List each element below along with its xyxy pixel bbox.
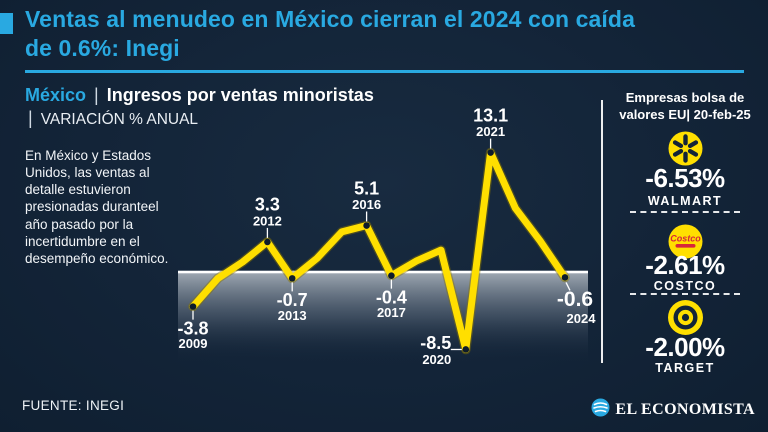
panel-title-line2: valores EU| 20-feb-25 xyxy=(619,106,751,122)
subtitle-light: VARIACIÓN % ANUAL xyxy=(40,111,199,129)
walmart-spark-icon xyxy=(602,131,768,166)
point-year-label-2021: 2021 xyxy=(476,124,505,139)
company-change-target: -2.00% xyxy=(645,332,725,362)
point-value-label-2009: -3.8 xyxy=(177,318,208,338)
point-value-label-2020: -8.5 xyxy=(420,333,451,353)
point-value-label-2017: -0.4 xyxy=(376,287,407,307)
region-label: México xyxy=(25,85,87,105)
point-value-label-2013: -0.7 xyxy=(277,290,308,310)
point-value-label-2024: -0.6 xyxy=(557,288,593,311)
costco-logo-icon: Costco xyxy=(602,224,768,259)
point-value-label-2016: 5.1 xyxy=(354,178,379,198)
dashed-separator-1 xyxy=(630,211,740,213)
headline-accent-block xyxy=(0,13,13,34)
intro-paragraph: En México y Estados Unidos, las ventas a… xyxy=(25,148,169,266)
chart-subtitle: México | Ingresos por ventas minoristas … xyxy=(25,84,385,131)
point-year-label-2016: 2016 xyxy=(352,197,381,212)
headline-line1: Ventas al menudeo en México cierran el 2… xyxy=(25,6,635,32)
dashed-separator-2 xyxy=(630,293,740,295)
zero-line xyxy=(178,270,588,274)
panel-divider-line xyxy=(601,100,603,363)
company-change-walmart: -6.53% xyxy=(645,163,725,193)
series-line-group xyxy=(188,147,570,355)
headline: Ventas al menudeo en México cierran el 2… xyxy=(25,5,760,63)
brand-logo: EL ECONOMISTA xyxy=(591,398,755,422)
below-zero-gradient-area xyxy=(178,272,588,362)
brand-logo-icon xyxy=(591,398,610,422)
point-year-label-2024: 2024 xyxy=(567,311,597,326)
company-name-walmart: WALMART xyxy=(647,194,723,208)
pipe-divider-1: | xyxy=(94,85,99,105)
header-divider-line xyxy=(25,70,744,73)
panel-title: Empresas bolsa de valores EU| 20-feb-25 xyxy=(602,90,768,124)
point-value-label-2021: 13.1 xyxy=(473,105,508,125)
company-change-costco: -2.61% xyxy=(645,250,725,280)
point-year-label-2012: 2012 xyxy=(253,213,282,228)
point-year-label-2017: 2017 xyxy=(377,305,406,320)
panel-title-line1: Empresas bolsa de xyxy=(625,90,745,105)
point-year-label-2013: 2013 xyxy=(278,308,307,323)
svg-text:Costco: Costco xyxy=(670,234,701,244)
headline-line2: de 0.6%: Inegi xyxy=(25,34,180,61)
stocks-panel: Empresas bolsa de valores EU| 20-feb-25 … xyxy=(602,0,768,432)
source-label: FUENTE: INEGI xyxy=(22,398,125,413)
point-value-label-2012: 3.3 xyxy=(255,195,280,215)
retail-sales-chart: -3.8 2009 3.3 2012 -0.7 2013 5.1 2016 -0.4 2017 -8… xyxy=(170,95,600,395)
pipe-divider-2: | xyxy=(28,108,33,129)
point-year-label-2020: 2020 xyxy=(422,352,451,367)
point-year-label-2009: 2009 xyxy=(179,336,208,351)
company-name-target: TARGET xyxy=(655,361,715,375)
company-name-costco: COSTCO xyxy=(653,279,717,293)
target-bullseye-icon xyxy=(602,299,768,336)
brand-name: EL ECONOMISTA xyxy=(615,401,755,418)
subtitle-bold: Ingresos por ventas minoristas xyxy=(106,85,374,105)
